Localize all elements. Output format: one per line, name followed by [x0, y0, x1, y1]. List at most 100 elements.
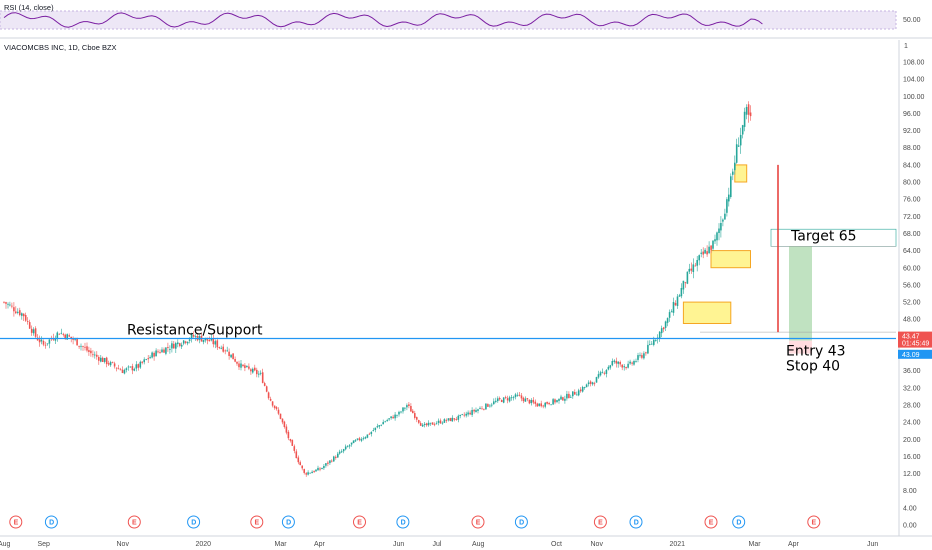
candle-body — [453, 418, 456, 420]
candle-body — [313, 471, 315, 472]
scale-marker[interactable]: 1 — [904, 43, 908, 50]
candle-body — [331, 460, 333, 462]
candle-body — [546, 402, 548, 404]
candle-body — [350, 442, 353, 445]
candle-body — [732, 171, 734, 175]
candle-body — [28, 322, 31, 329]
y-tick-label: 64.00 — [903, 248, 921, 255]
candle-body — [88, 350, 90, 352]
candle-body — [534, 401, 537, 404]
candle-body — [145, 359, 147, 360]
candle-body — [554, 399, 556, 403]
candle-body — [58, 333, 61, 335]
candle-body — [694, 265, 697, 267]
candle-body — [354, 440, 357, 442]
candle-body — [256, 369, 258, 375]
candle-body — [516, 394, 519, 396]
dividend-marker — [396, 515, 410, 529]
earnings-marker — [807, 515, 821, 529]
candle-body — [728, 194, 730, 202]
zone-rect — [710, 250, 751, 269]
candle-body — [459, 414, 461, 416]
candle-body — [348, 445, 351, 447]
candle-body — [455, 419, 458, 420]
candle-body — [427, 422, 430, 426]
candle-body — [173, 343, 175, 349]
symbol-title: VIACOMCBS INC, 1D, Cboe BZX — [4, 43, 117, 52]
price-axis[interactable]: 0.00 4.00 8.00 12.00 16.00 20.00 24.00 28.00 32.… — [898, 40, 925, 536]
candle-body — [404, 407, 406, 409]
candle-body — [682, 280, 685, 290]
event-letter: D — [191, 520, 196, 527]
y-tick-label: 8.00 — [903, 488, 917, 495]
candle-body — [548, 403, 550, 405]
candle-body — [153, 352, 155, 357]
candle-body — [439, 420, 442, 424]
candle-body — [202, 339, 205, 343]
candle-body — [224, 350, 226, 352]
candle-body — [718, 228, 720, 233]
dividend-marker — [629, 515, 643, 529]
candle-body — [210, 338, 213, 341]
candle-body — [11, 305, 13, 307]
time-axis[interactable]: Aug Sep Nov 2020 Mar Apr Jun Jul Aug Oct Nov 2021 Ma… — [0, 535, 932, 548]
candle-body — [421, 424, 424, 427]
candle-body — [252, 368, 254, 373]
candle-body — [297, 457, 300, 463]
candle-body — [321, 468, 323, 469]
prev-price-value: 43.09 — [902, 352, 920, 359]
candle-body — [688, 268, 691, 272]
x-tick-label: Mar — [749, 541, 762, 548]
candle-body — [749, 112, 752, 117]
candle-body — [234, 359, 236, 362]
candle-body — [192, 335, 195, 337]
candle-body — [295, 451, 298, 459]
candle-body — [544, 402, 546, 407]
candle-body — [536, 403, 539, 407]
candle-body — [423, 423, 426, 425]
candle-body — [550, 404, 552, 406]
earnings-marker — [250, 515, 264, 529]
long-position-tool[interactable] — [700, 228, 897, 354]
candle-body — [94, 354, 96, 356]
y-tick-label: 80.00 — [903, 180, 921, 187]
candle-body — [556, 400, 558, 402]
candle-body — [491, 404, 493, 406]
y-tick-label: 108.00 — [903, 60, 925, 67]
candle-body — [7, 303, 9, 305]
candle-body — [666, 318, 669, 323]
candle-body — [635, 361, 637, 362]
y-tick-label: 96.00 — [903, 111, 921, 118]
candle-body — [333, 456, 335, 462]
candle-body — [510, 397, 513, 399]
candle-body — [702, 251, 704, 255]
candle-body — [3, 301, 5, 303]
candle-body — [414, 413, 416, 418]
y-tick-label: 68.00 — [903, 231, 921, 238]
event-letter: E — [132, 520, 137, 527]
candle-body — [38, 339, 41, 343]
candle-body — [641, 355, 643, 358]
candle-body — [384, 421, 386, 423]
rsi-level-label: 50.00 — [903, 17, 921, 24]
x-tick-label: Aug — [0, 541, 11, 548]
candle-body — [238, 363, 240, 368]
candle-body — [741, 125, 744, 135]
y-tick-label: 4.00 — [903, 505, 917, 512]
candle-body — [469, 412, 471, 415]
candle-body — [617, 361, 619, 364]
candle-body — [576, 394, 578, 396]
candle-body — [21, 313, 23, 316]
candle-body — [101, 357, 104, 362]
candle-body — [433, 424, 436, 426]
candle-body — [248, 366, 250, 369]
candle-body — [716, 232, 718, 241]
candle-body — [208, 340, 211, 342]
candle-body — [376, 426, 379, 428]
candle-body — [121, 369, 124, 373]
candle-body — [497, 398, 499, 402]
candle-body — [487, 404, 489, 407]
candle-body — [645, 352, 647, 354]
